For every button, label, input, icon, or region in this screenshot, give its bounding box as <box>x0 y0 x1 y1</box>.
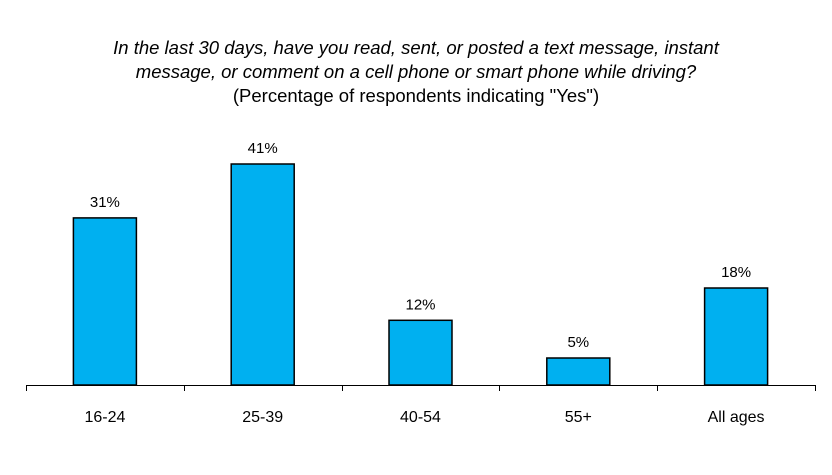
x-tick-label: All ages <box>708 409 765 426</box>
data-label: 18% <box>721 264 751 281</box>
chart-subtitle: (Percentage of respondents indicating "Y… <box>232 85 600 106</box>
data-label: 5% <box>567 334 589 351</box>
x-tick-label: 16-24 <box>84 409 125 426</box>
data-label: 41% <box>248 140 278 157</box>
x-tick-labels-layer: 16-24 25-39 40-54 55+ All ages <box>84 409 764 426</box>
x-tick-label: 40-54 <box>400 409 441 426</box>
bar-all-ages <box>703 287 769 386</box>
x-axis <box>26 385 816 391</box>
chart-title-line-1: In the last 30 days, have you read, sent… <box>113 37 719 58</box>
x-tick-label: 25-39 <box>242 409 283 426</box>
data-label: 31% <box>90 194 120 211</box>
bar-16-24 <box>72 217 138 386</box>
bars-layer <box>72 163 769 386</box>
bar-55- <box>546 357 611 386</box>
data-labels-layer: 31% 41% 12% 5% 18% <box>90 140 751 351</box>
bar-25-39 <box>230 163 295 386</box>
bar-40-54 <box>388 319 453 386</box>
chart-title-line-2: message, or comment on a cell phone or s… <box>135 61 697 82</box>
chart-title: In the last 30 days, have you read, sent… <box>0 36 832 108</box>
data-label: 12% <box>405 296 435 313</box>
x-tick-label: 55+ <box>565 409 592 426</box>
